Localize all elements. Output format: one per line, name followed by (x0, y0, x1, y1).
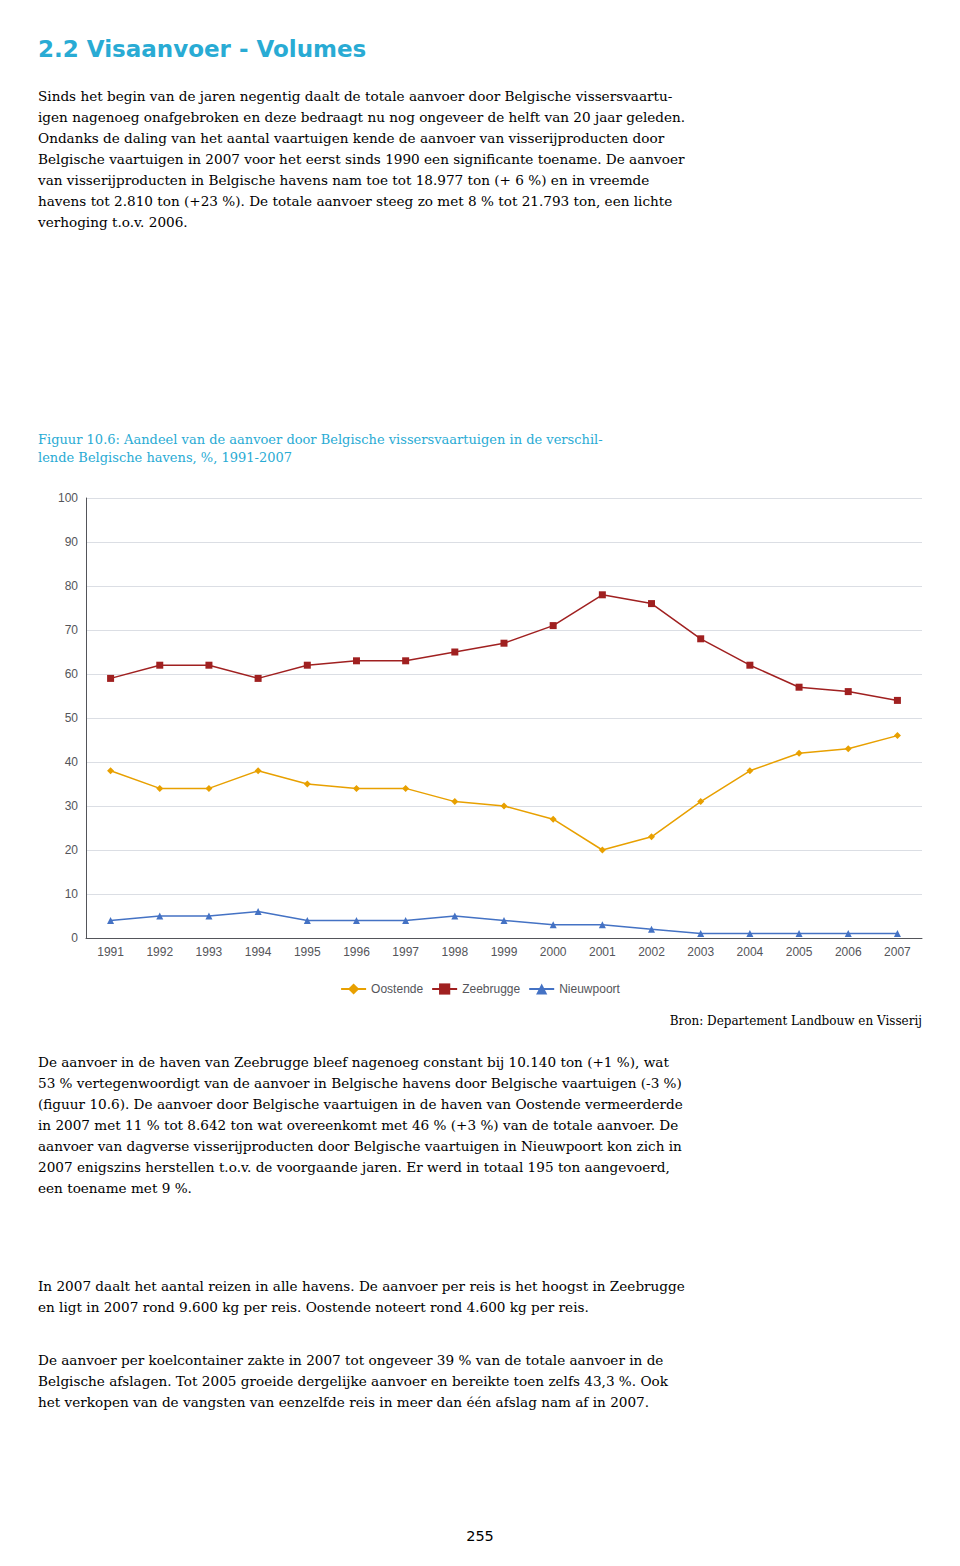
svg-text:2001: 2001 (589, 945, 616, 959)
svg-text:2003: 2003 (687, 945, 714, 959)
svg-text:2000: 2000 (540, 945, 567, 959)
svg-text:1991: 1991 (97, 945, 124, 959)
svg-text:60: 60 (65, 667, 79, 681)
svg-text:30: 30 (65, 799, 79, 813)
svg-text:Zeebrugge: Zeebrugge (462, 982, 520, 996)
svg-text:1996: 1996 (343, 945, 370, 959)
html-text:De aanvoer in de haven van Zee: De aanvoer in de haven van Zeebrugge ble… (38, 1054, 683, 1197)
html-text:In 2007 daalt het aantal reize: In 2007 daalt het aantal reizen in alle … (38, 1278, 685, 1316)
html-text:Sinds het begin van de jaren n: Sinds het begin van de jaren negentig da… (38, 88, 686, 231)
html-text:Bron: Departement Landbouw en: Bron: Departement Landbouw en Visserij (669, 1014, 922, 1028)
svg-text:100: 100 (58, 491, 78, 505)
svg-text:90: 90 (65, 535, 79, 549)
svg-text:Nieuwpoort: Nieuwpoort (559, 982, 620, 996)
svg-text:0: 0 (71, 931, 78, 945)
svg-text:1999: 1999 (491, 945, 518, 959)
svg-text:10: 10 (65, 887, 79, 901)
svg-text:20: 20 (65, 843, 79, 857)
html-text:Figuur 10.6: Aandeel van de aa: Figuur 10.6: Aandeel van de aanvoer door… (38, 432, 603, 466)
svg-text:2004: 2004 (737, 945, 764, 959)
svg-text:80: 80 (65, 579, 79, 593)
svg-text:2007: 2007 (884, 945, 911, 959)
svg-text:2005: 2005 (786, 945, 813, 959)
svg-text:1995: 1995 (294, 945, 321, 959)
svg-text:Oostende: Oostende (371, 982, 423, 996)
svg-text:1994: 1994 (245, 945, 272, 959)
svg-text:70: 70 (65, 623, 79, 637)
svg-text:50: 50 (65, 711, 79, 725)
svg-text:2006: 2006 (835, 945, 862, 959)
html-text:2.2 Visaanvoer - Volumes: 2.2 Visaanvoer - Volumes (38, 36, 367, 62)
svg-text:1992: 1992 (146, 945, 173, 959)
svg-text:1998: 1998 (441, 945, 468, 959)
svg-text:1997: 1997 (392, 945, 419, 959)
svg-text:40: 40 (65, 755, 79, 769)
svg-text:1993: 1993 (196, 945, 223, 959)
html-text:255: 255 (466, 1528, 494, 1544)
html-text:De aanvoer per koelcontainer z: De aanvoer per koelcontainer zakte in 20… (38, 1352, 668, 1411)
svg-text:2002: 2002 (638, 945, 665, 959)
